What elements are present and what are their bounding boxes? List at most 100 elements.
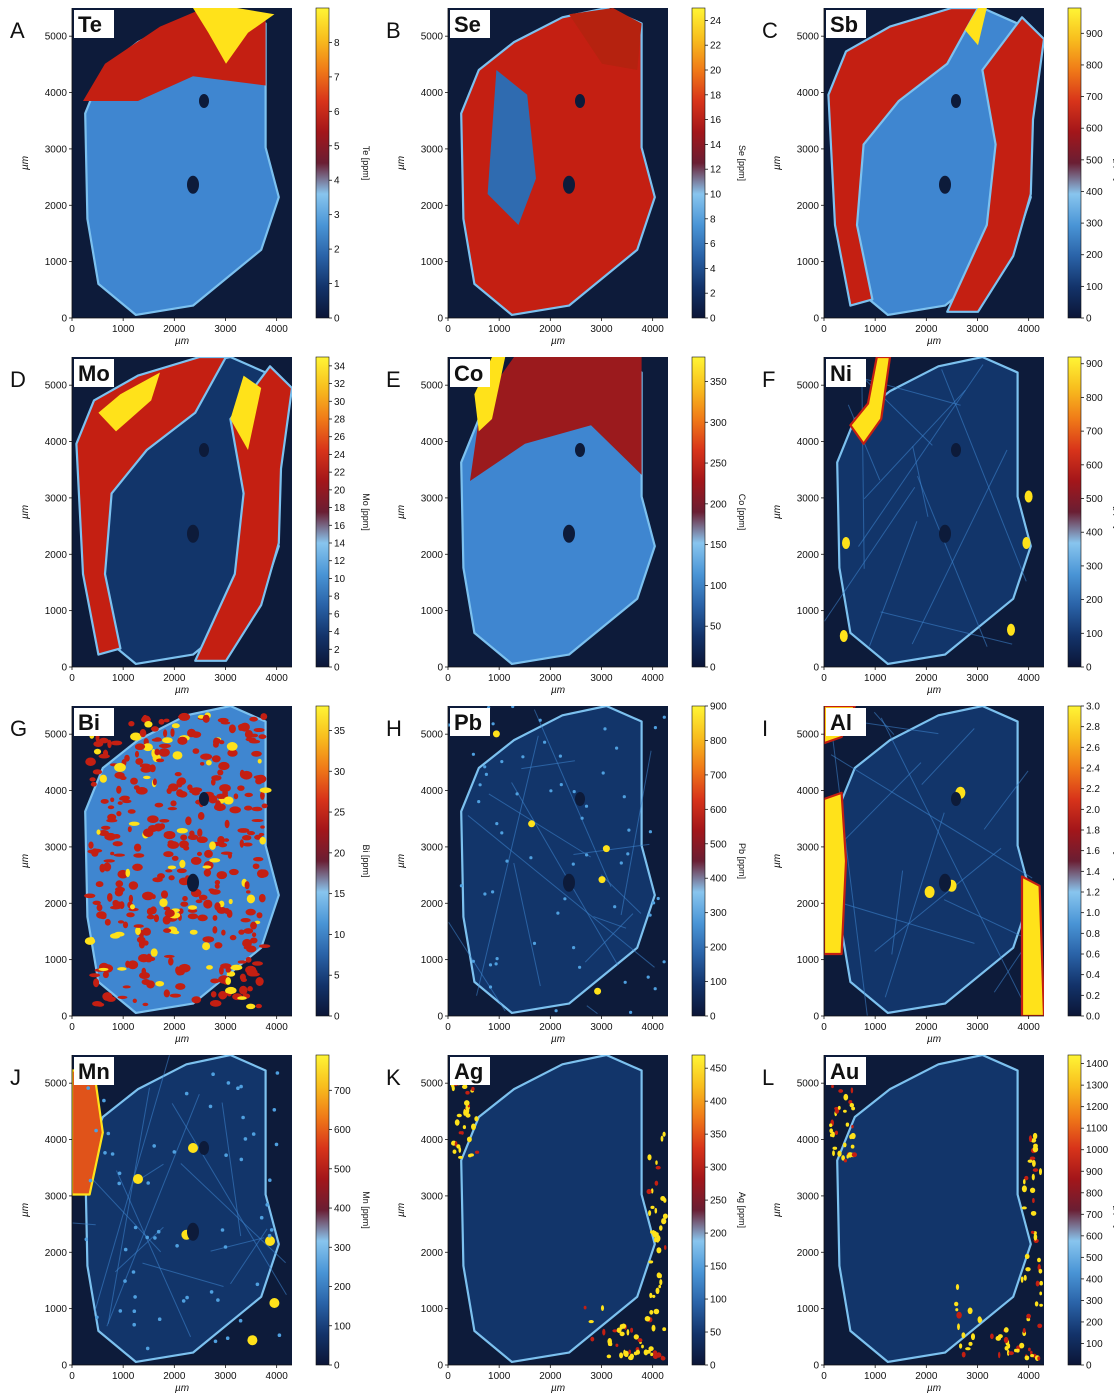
grain-body — [836, 357, 1032, 665]
enriched-speck — [174, 771, 182, 777]
panel-co: E Co0 1000 2000 3000 400001000200030004000500… — [386, 356, 747, 696]
peak-vein — [98, 372, 160, 432]
enriched-speck — [238, 929, 245, 935]
peak-speck — [655, 1287, 660, 1295]
trace-speck — [117, 1171, 122, 1176]
enriched-speck — [257, 758, 262, 764]
colorbar-label: Bi [ppm] — [361, 844, 371, 877]
panel-letter: F — [762, 367, 775, 392]
y-tick-label: 0 — [437, 314, 443, 325]
trace-speck — [236, 1086, 240, 1090]
enriched-speck — [204, 849, 213, 858]
colorbar-tick-label: 500 — [1086, 1253, 1103, 1264]
void — [563, 873, 575, 892]
map-area — [448, 706, 668, 1016]
enriched-speck — [88, 841, 94, 849]
colorbar-tick-label: 1.6 — [1086, 846, 1100, 857]
peak-speck — [458, 1131, 463, 1135]
fracture-line — [90, 1176, 162, 1253]
enriched-speck — [230, 964, 243, 971]
fracture-line — [221, 1102, 242, 1237]
enriched-speck — [122, 921, 129, 929]
colorbar — [316, 1055, 329, 1365]
y-tick-label: 1000 — [45, 955, 68, 966]
enriched-speck — [163, 954, 175, 958]
colorbar-frame — [691, 705, 706, 1017]
x-tick-label: 4000 — [266, 1371, 289, 1382]
fracture-line — [873, 711, 895, 735]
enriched-speck — [246, 1003, 256, 1010]
y-tick-label: 0 — [437, 663, 443, 674]
enriched-speck — [158, 748, 170, 757]
panel-ag: K Ag0 1000 2000 3000 400001000200030004000500… — [386, 1054, 747, 1394]
enriched-speck — [103, 859, 115, 863]
colorbar-tick-label: 600 — [710, 805, 727, 816]
enriched-speck — [250, 921, 257, 930]
x-tick-label: 0 — [69, 1022, 75, 1033]
colorbar-tick-label: 1300 — [1086, 1081, 1109, 1092]
colorbar-tick-label: 800 — [1086, 1188, 1103, 1199]
enriched-speck — [255, 977, 264, 986]
x-axis-label: µm — [551, 1383, 565, 1394]
peak-speck — [841, 1155, 845, 1161]
peak-speck — [465, 1090, 470, 1095]
enriched-speck — [126, 912, 135, 918]
element-tag: Ni — [830, 361, 852, 386]
trace-speck — [238, 1318, 243, 1323]
enriched-speck — [96, 903, 103, 912]
enriched-speck — [214, 902, 221, 911]
x-axis-label: µm — [927, 336, 941, 347]
element-tag: Al — [830, 710, 852, 735]
peak-speck — [1021, 1185, 1027, 1193]
x-tick-label: 2000 — [163, 673, 186, 684]
panel-au: L Au0 1000 2000 3000 400001000200030004000500… — [762, 1054, 1114, 1394]
peak-speck — [1032, 1159, 1036, 1167]
y-axis-label: µm — [396, 1203, 407, 1217]
enriched-speck — [117, 967, 127, 971]
x-tick-label: 0 — [69, 1371, 75, 1382]
panel-te: A Te 0 1000 2000 3000 4000 0 1000 2000 3000 4000 500… — [10, 7, 371, 347]
y-tick-label: 5000 — [45, 1079, 68, 1090]
colorbar — [1068, 357, 1081, 667]
peak-speck — [831, 1084, 834, 1089]
y-tick-label: 2000 — [797, 1248, 820, 1259]
fracture-line — [513, 862, 541, 987]
peak-speck — [633, 1334, 639, 1340]
colorbar-tick-label: 5 — [334, 141, 340, 152]
trace-speck — [153, 1236, 157, 1240]
enriched-speck — [223, 796, 234, 805]
colorbar-tick-label: 0 — [1086, 314, 1092, 325]
enriched-speck — [167, 840, 175, 845]
enriched-speck — [171, 855, 179, 861]
void — [199, 443, 209, 457]
colorbar-tick-label: 0 — [334, 314, 340, 325]
x-tick-label: 4000 — [1018, 1371, 1041, 1382]
enriched-speck — [251, 750, 262, 757]
y-tick-label: 5000 — [421, 1079, 444, 1090]
trace-speck — [511, 706, 515, 709]
void — [939, 175, 951, 194]
enriched-speck — [210, 991, 217, 998]
void — [575, 443, 585, 457]
colorbar-tick-label: 0 — [710, 663, 716, 674]
peak-speck — [656, 1247, 662, 1254]
peak-speck — [602, 1328, 606, 1336]
enriched-speck — [119, 901, 125, 909]
colorbar-label: Mn [ppm] — [361, 1191, 371, 1229]
peak-speck — [492, 730, 500, 738]
y-tick-label: 3000 — [421, 144, 444, 155]
colorbar-tick-label: 400 — [710, 874, 727, 885]
colorbar-frame — [1067, 705, 1082, 1017]
fracture-line — [941, 369, 1027, 582]
peak-speck — [1020, 1276, 1024, 1283]
enriched-speck — [189, 788, 201, 794]
enriched-speck — [242, 938, 252, 948]
peak-speck — [474, 1116, 479, 1122]
trace-speck — [653, 987, 657, 991]
enriched-speck — [218, 761, 230, 771]
enriched-speck — [210, 978, 220, 984]
x-tick-label: 2000 — [163, 1371, 186, 1382]
enriched-speck — [142, 927, 151, 936]
enriched-speck — [133, 843, 142, 852]
fracture-line — [171, 1103, 287, 1296]
